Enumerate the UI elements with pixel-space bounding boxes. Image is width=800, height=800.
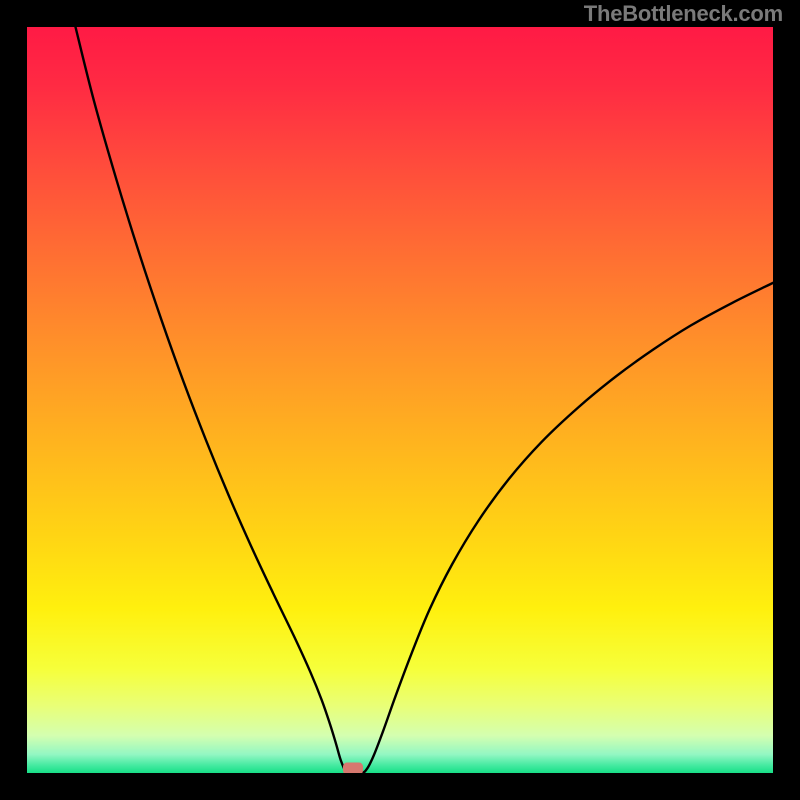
gradient-background [27, 27, 773, 773]
chart-container: TheBottleneck.com [0, 0, 800, 800]
bottleneck-marker [343, 763, 363, 773]
site-watermark: TheBottleneck.com [584, 1, 783, 27]
bottleneck-curve-chart [27, 27, 773, 773]
